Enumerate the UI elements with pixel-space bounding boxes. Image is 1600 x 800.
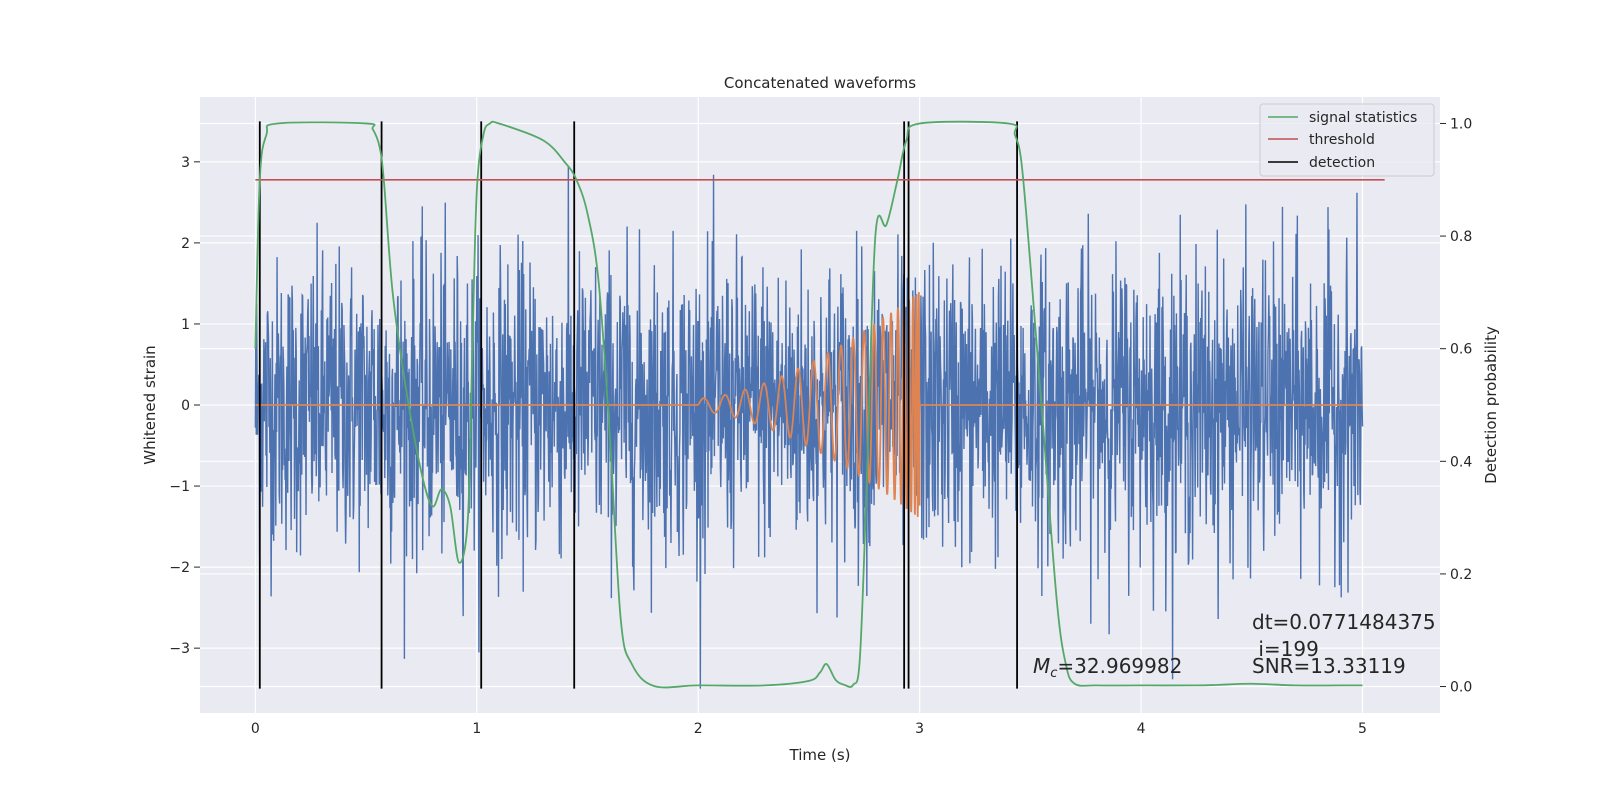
chart-title: Concatenated waveforms bbox=[724, 74, 916, 92]
y-tick-label: −3 bbox=[169, 641, 190, 657]
x-tick-label: 0 bbox=[251, 721, 260, 737]
series-template bbox=[255, 292, 1363, 517]
x-tick-label: 3 bbox=[915, 721, 924, 737]
x-tick-label: 5 bbox=[1358, 721, 1367, 737]
mc-subscript: c bbox=[1050, 666, 1057, 681]
y2-tick-label: 0.2 bbox=[1450, 567, 1472, 583]
y-axis-label: Whitened strain bbox=[141, 345, 159, 464]
y2-tick-label: 0.6 bbox=[1450, 342, 1472, 358]
mc-symbol: M bbox=[1033, 654, 1050, 678]
series-signal-statistics bbox=[254, 120, 1363, 689]
y2-axis-label: Detection probability bbox=[1482, 326, 1500, 484]
legend-label-threshold: threshold bbox=[1309, 132, 1375, 148]
legend-box bbox=[1259, 103, 1435, 177]
y2-tick-label: 1.0 bbox=[1450, 116, 1472, 132]
series-layer bbox=[254, 120, 1385, 689]
y-tick-label: 1 bbox=[181, 317, 190, 333]
x-tick-label: 1 bbox=[472, 721, 481, 737]
x-axis-label: Time (s) bbox=[789, 746, 851, 764]
mc-value: =32.969982 bbox=[1057, 654, 1182, 678]
x-ticks: 0 1 2 3 4 5 bbox=[251, 721, 1367, 737]
legend-label-detection: detection bbox=[1309, 155, 1375, 171]
y-ticks: −3 −2 −1 0 1 2 3 bbox=[169, 155, 200, 657]
legend-label-signal-statistics: signal statistics bbox=[1309, 110, 1417, 126]
mc-annotation: Mc=32.969982 bbox=[1033, 654, 1182, 681]
y2-ticks: 0.0 0.2 0.4 0.6 0.8 1.0 bbox=[1440, 116, 1472, 696]
y-tick-label: 0 bbox=[181, 398, 190, 414]
x-tick-label: 2 bbox=[694, 721, 703, 737]
dt-annotation: dt=0.0771484375 bbox=[1252, 610, 1436, 634]
y-tick-label: −1 bbox=[169, 479, 190, 495]
y2-tick-label: 0.8 bbox=[1450, 229, 1472, 245]
y-tick-label: 3 bbox=[181, 155, 190, 171]
y-tick-label: −2 bbox=[169, 560, 190, 576]
y2-tick-label: 0.4 bbox=[1450, 454, 1472, 470]
y-tick-label: 2 bbox=[181, 236, 190, 252]
y2-tick-label: 0.0 bbox=[1450, 680, 1472, 696]
snr-annotation: SNR=13.33119 bbox=[1252, 654, 1406, 678]
x-tick-label: 4 bbox=[1137, 721, 1146, 737]
index-annotation: i=199 bbox=[1252, 637, 1319, 661]
legend: signal statistics threshold detection bbox=[1259, 103, 1435, 177]
